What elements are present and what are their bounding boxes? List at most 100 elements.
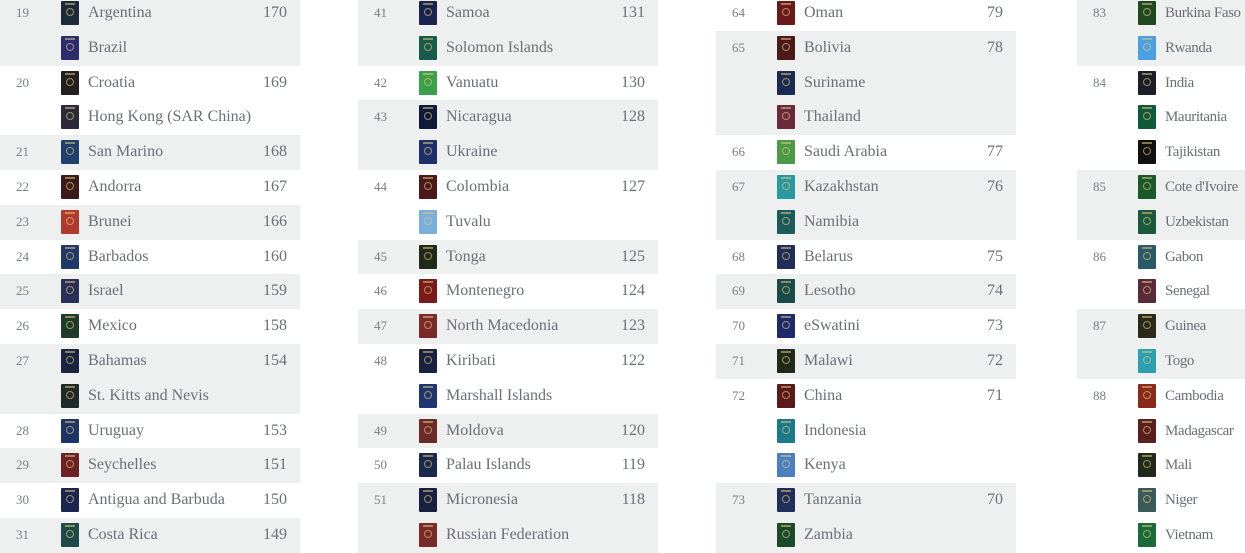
country-row[interactable]: Brazil	[0, 31, 300, 66]
country-row[interactable]: Tuvalu	[358, 205, 658, 240]
country-name[interactable]: Namibia	[804, 212, 860, 230]
country-name[interactable]: China	[804, 386, 843, 404]
country-name[interactable]: Mauritania	[1165, 109, 1227, 126]
country-name[interactable]: Seychelles	[88, 456, 157, 474]
country-row[interactable]: Uzbekistan	[1077, 205, 1245, 240]
country-name[interactable]: Indonesia	[804, 421, 867, 439]
country-name[interactable]: Costa Rica	[88, 525, 158, 543]
country-row[interactable]: Thailand	[716, 100, 1016, 135]
country-name[interactable]: Rwanda	[1165, 39, 1212, 56]
country-name[interactable]: Solomon Islands	[446, 38, 554, 56]
country-name[interactable]: Cambodia	[1165, 387, 1224, 404]
country-row[interactable]: 41 Samoa 131	[358, 0, 658, 31]
country-row[interactable]: Tajikistan	[1077, 135, 1245, 170]
country-name[interactable]: Samoa	[446, 4, 490, 21]
country-name[interactable]: Mali	[1165, 457, 1192, 474]
country-name[interactable]: Ukraine	[446, 143, 498, 161]
country-row[interactable]: 88 Cambodia	[1077, 379, 1245, 414]
country-row[interactable]: 67 Kazakhstan 76	[716, 170, 1016, 205]
country-row[interactable]: 83 Burkina Faso	[1077, 0, 1245, 31]
country-name[interactable]: Croatia	[88, 73, 136, 91]
country-row[interactable]: Kenya	[716, 448, 1016, 483]
country-row[interactable]: 42 Vanuatu 130	[358, 66, 658, 101]
country-row[interactable]: 43 Nicaragua 128	[358, 100, 658, 135]
country-row[interactable]: Niger	[1077, 483, 1245, 518]
country-name[interactable]: Senegal	[1165, 283, 1210, 300]
country-name[interactable]: Tonga	[446, 247, 486, 265]
country-name[interactable]: Mexico	[88, 317, 137, 335]
country-row[interactable]: 85 Cote d'Ivoire	[1077, 170, 1245, 205]
country-row[interactable]: Togo	[1077, 344, 1245, 379]
country-name[interactable]: Bahamas	[88, 351, 147, 369]
country-name[interactable]: Niger	[1165, 492, 1198, 509]
country-name[interactable]: Vietnam	[1165, 526, 1213, 543]
country-row[interactable]: 86 Gabon	[1077, 240, 1245, 275]
country-row[interactable]: 72 China 71	[716, 379, 1016, 414]
country-name[interactable]: San Marino	[88, 143, 164, 161]
country-name[interactable]: Colombia	[446, 177, 510, 195]
country-row[interactable]: Senegal	[1077, 274, 1245, 309]
country-row[interactable]: 21 San Marino 168	[0, 135, 300, 170]
country-row[interactable]: 47 North Macedonia 123	[358, 309, 658, 344]
country-row[interactable]: Mauritania	[1077, 100, 1245, 135]
country-row[interactable]: 46 Montenegro 124	[358, 274, 658, 309]
country-row[interactable]: Marshall Islands	[358, 379, 658, 414]
country-row[interactable]: 49 Moldova 120	[358, 414, 658, 449]
country-row[interactable]: 73 Tanzania 70	[716, 483, 1016, 518]
country-row[interactable]: 87 Guinea	[1077, 309, 1245, 344]
country-name[interactable]: Madagascar	[1165, 422, 1234, 439]
country-row[interactable]: 69 Lesotho 74	[716, 274, 1016, 309]
country-row[interactable]: St. Kitts and Nevis	[0, 379, 300, 414]
country-row[interactable]: Rwanda	[1077, 31, 1245, 66]
country-row[interactable]: 20 Croatia 169	[0, 66, 300, 101]
country-row[interactable]: 71 Malawi 72	[716, 344, 1016, 379]
country-row[interactable]: 26 Mexico 158	[0, 309, 300, 344]
country-name[interactable]: Israel	[88, 282, 124, 300]
country-row[interactable]: Russian Federation	[358, 518, 658, 553]
country-name[interactable]: Argentina	[88, 4, 152, 21]
country-name[interactable]: Belarus	[804, 247, 853, 265]
country-row[interactable]: 25 Israel 159	[0, 274, 300, 309]
country-row[interactable]: Zambia	[716, 518, 1016, 553]
country-name[interactable]: Andorra	[88, 177, 142, 195]
country-row[interactable]: 84 India	[1077, 66, 1245, 101]
country-row[interactable]: Suriname	[716, 66, 1016, 101]
country-row[interactable]: 19 Argentina 170	[0, 0, 300, 31]
country-row[interactable]: 50 Palau Islands 119	[358, 448, 658, 483]
country-row[interactable]: 29 Seychelles 151	[0, 448, 300, 483]
country-name[interactable]: Bolivia	[804, 38, 852, 56]
country-name[interactable]: Uzbekistan	[1165, 213, 1229, 230]
country-name[interactable]: Thailand	[804, 108, 861, 126]
country-name[interactable]: Brunei	[88, 212, 132, 230]
country-name[interactable]: Malawi	[804, 351, 853, 369]
country-name[interactable]: India	[1165, 74, 1194, 91]
country-name[interactable]: Lesotho	[804, 282, 856, 300]
country-name[interactable]: Kenya	[804, 456, 846, 474]
country-name[interactable]: Russian Federation	[446, 525, 570, 543]
country-name[interactable]: Hong Kong (SAR China)	[88, 108, 252, 126]
country-row[interactable]: Ukraine	[358, 135, 658, 170]
country-row[interactable]: 44 Colombia 127	[358, 170, 658, 205]
country-row[interactable]: Hong Kong (SAR China)	[0, 100, 300, 135]
country-row[interactable]: 64 Oman 79	[716, 0, 1016, 31]
country-name[interactable]: Suriname	[804, 73, 866, 91]
country-name[interactable]: Barbados	[88, 247, 149, 265]
country-name[interactable]: Moldova	[446, 421, 504, 439]
country-row[interactable]: Namibia	[716, 205, 1016, 240]
country-name[interactable]: Antigua and Barbuda	[88, 491, 225, 509]
country-row[interactable]: 23 Brunei 166	[0, 205, 300, 240]
country-row[interactable]: 22 Andorra 167	[0, 170, 300, 205]
country-name[interactable]: Uruguay	[88, 421, 144, 439]
country-row[interactable]: 45 Tonga 125	[358, 240, 658, 275]
country-row[interactable]: Indonesia	[716, 414, 1016, 449]
country-name[interactable]: Tajikistan	[1165, 144, 1220, 161]
country-row[interactable]: Madagascar	[1077, 414, 1245, 449]
country-name[interactable]: Kiribati	[446, 351, 496, 369]
country-name[interactable]: Tuvalu	[446, 212, 491, 230]
country-row[interactable]: 48 Kiribati 122	[358, 344, 658, 379]
country-name[interactable]: Brazil	[88, 38, 128, 56]
country-row[interactable]: 27 Bahamas 154	[0, 344, 300, 379]
country-name[interactable]: North Macedonia	[446, 317, 559, 335]
country-name[interactable]: Oman	[804, 4, 844, 21]
country-row[interactable]: 66 Saudi Arabia 77	[716, 135, 1016, 170]
